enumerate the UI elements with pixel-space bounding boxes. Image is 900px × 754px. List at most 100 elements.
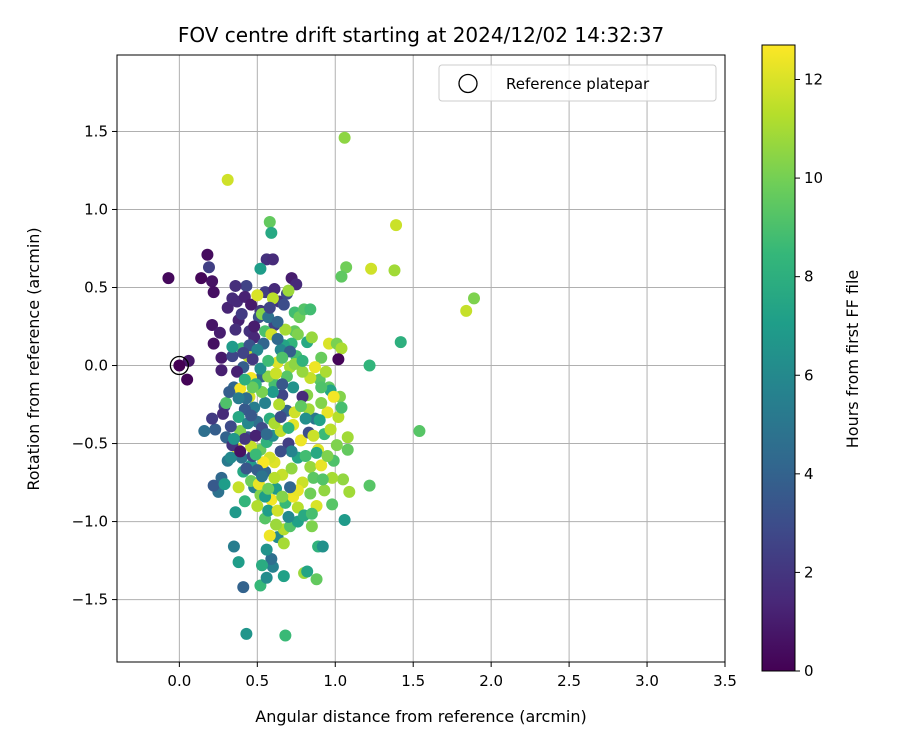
- data-point: [265, 553, 278, 566]
- data-point: [263, 529, 276, 542]
- data-point: [201, 248, 214, 261]
- data-point: [271, 315, 284, 328]
- data-point: [305, 520, 318, 533]
- data-point: [338, 131, 351, 144]
- data-point: [245, 409, 258, 422]
- legend-box: [438, 64, 717, 102]
- data-point: [227, 540, 240, 553]
- data-point: [240, 627, 253, 640]
- data-point: [277, 570, 290, 583]
- data-point: [274, 445, 287, 458]
- data-point: [301, 565, 314, 578]
- data-point: [276, 490, 289, 503]
- data-point: [341, 443, 354, 456]
- data-point: [273, 398, 286, 411]
- data-point: [335, 342, 348, 355]
- data-point: [195, 272, 208, 285]
- data-point: [327, 390, 340, 403]
- data-point: [232, 481, 245, 494]
- data-point: [296, 390, 309, 403]
- data-point: [390, 219, 403, 232]
- data-point: [251, 289, 264, 302]
- colorbar-gradient: [761, 44, 796, 672]
- y-axis-label: Rotation from reference (arcmin): [24, 227, 43, 490]
- data-point: [285, 462, 298, 475]
- data-point: [279, 629, 292, 642]
- colorbar-tick-label: 6: [804, 366, 814, 384]
- data-point: [220, 396, 233, 409]
- y-tick-label: −1.5: [72, 591, 108, 609]
- data-point: [343, 485, 356, 498]
- data-point: [299, 412, 312, 425]
- data-point: [363, 479, 376, 492]
- data-point: [240, 279, 253, 292]
- data-point: [249, 429, 262, 442]
- data-point: [248, 320, 261, 333]
- data-point: [237, 581, 250, 594]
- data-point: [413, 425, 426, 438]
- data-point: [254, 362, 267, 375]
- data-point: [206, 412, 219, 425]
- data-point: [394, 336, 407, 349]
- data-point: [215, 364, 228, 377]
- data-point: [287, 381, 300, 394]
- data-point: [227, 432, 240, 445]
- data-point: [340, 261, 353, 274]
- data-point: [291, 328, 304, 341]
- data-point: [294, 400, 307, 413]
- y-tick-label: −0.5: [72, 435, 108, 453]
- data-point: [282, 284, 295, 297]
- data-point: [249, 448, 262, 461]
- data-point: [268, 283, 281, 296]
- data-point: [276, 389, 289, 402]
- data-point: [316, 540, 329, 553]
- data-point: [207, 337, 220, 350]
- data-point: [229, 279, 242, 292]
- data-point: [238, 373, 251, 386]
- data-point: [388, 264, 401, 277]
- data-point: [279, 323, 292, 336]
- data-point: [262, 354, 275, 367]
- data-point: [234, 445, 247, 458]
- data-point: [198, 425, 211, 438]
- data-point: [365, 262, 378, 275]
- data-point: [231, 365, 244, 378]
- data-point: [260, 428, 273, 441]
- data-point: [332, 411, 345, 424]
- data-point: [321, 406, 334, 419]
- data-point: [251, 499, 264, 512]
- colorbar-tick-label: 0: [804, 662, 814, 680]
- x-axis-label: Angular distance from reference (arcmin): [255, 707, 586, 726]
- chart-title: FOV centre drift starting at 2024/12/02 …: [178, 23, 664, 47]
- data-point: [223, 386, 236, 399]
- data-point: [238, 495, 251, 508]
- data-point: [265, 226, 278, 239]
- data-point: [221, 173, 234, 186]
- data-point: [276, 351, 289, 364]
- data-point: [341, 431, 354, 444]
- data-point: [282, 421, 295, 434]
- data-point: [460, 304, 473, 317]
- data-point: [304, 460, 317, 473]
- data-point: [229, 323, 242, 336]
- x-tick-label: 1.0: [323, 672, 347, 690]
- data-point: [255, 559, 268, 572]
- x-tick-label: 3.5: [713, 672, 737, 690]
- data-point: [271, 504, 284, 517]
- data-point: [285, 445, 298, 458]
- data-point: [162, 272, 175, 285]
- data-point: [246, 381, 259, 394]
- colorbar: 0 2 4 6 8 10 12 Hours from first FF file: [761, 44, 862, 680]
- data-point: [335, 401, 348, 414]
- data-point: [319, 365, 332, 378]
- x-tick-label: 2.0: [479, 672, 503, 690]
- colorbar-tick-label: 12: [804, 71, 823, 89]
- data-point: [315, 459, 328, 472]
- data-point: [266, 292, 279, 305]
- x-tick-label: 0.0: [167, 672, 191, 690]
- reference-point-marker: [169, 355, 190, 376]
- data-point: [206, 318, 219, 331]
- data-point: [294, 434, 307, 447]
- data-point: [215, 351, 228, 364]
- data-point: [251, 343, 264, 356]
